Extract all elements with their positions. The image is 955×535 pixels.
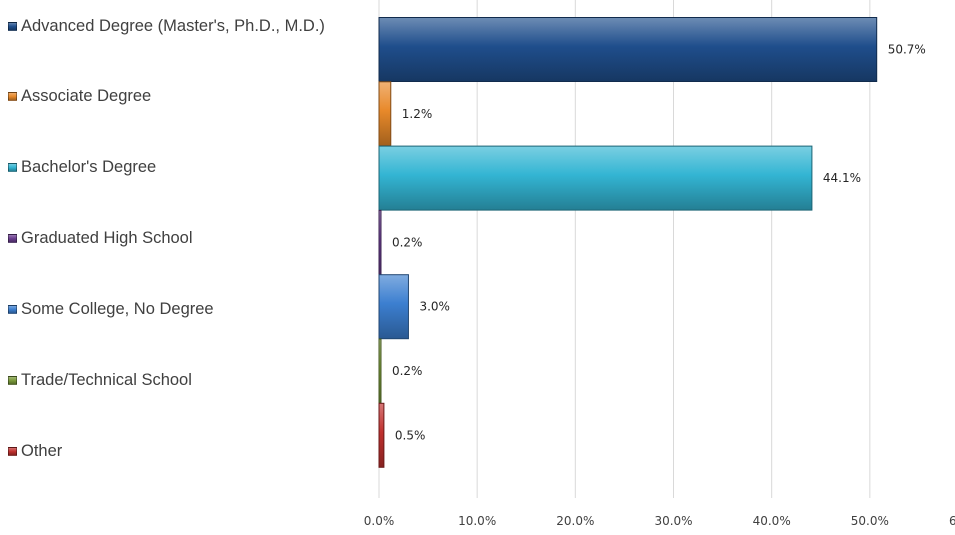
bar: [378, 17, 878, 82]
bar: [378, 145, 813, 211]
data-label: 50.7%: [888, 43, 926, 57]
legend-label: Bachelor's Degree: [21, 158, 157, 177]
legend-item: Bachelor's Degree: [8, 157, 156, 179]
x-axis-ticks: 0.0% 10.0% 20.0% 30.0% 40.0% 50.0% 60.0%: [364, 514, 955, 528]
legend: Advanced Degree (Master's, Ph.D., M.D.) A…: [0, 0, 370, 535]
x-tick-label: 10.0%: [458, 514, 496, 528]
legend-swatch: [8, 446, 17, 456]
bar: [378, 209, 382, 275]
data-label: 0.5%: [395, 428, 426, 442]
legend-label: Some College, No Degree: [21, 300, 214, 319]
x-tick-label: 0.0%: [364, 514, 395, 528]
legend-swatch: [8, 376, 17, 385]
data-label: 0.2%: [392, 364, 423, 378]
data-label: 1.2%: [402, 107, 433, 121]
data-label: 0.2%: [392, 235, 423, 249]
bar: [378, 338, 382, 404]
legend-label: Other: [21, 441, 63, 460]
legend-swatch: [8, 234, 17, 244]
bar: [378, 81, 392, 147]
data-labels: 50.7% 1.2% 44.1% 0.2% 3.0% 0.2% 0.5%: [392, 43, 926, 443]
data-label: 44.1%: [823, 171, 861, 185]
x-tick-label: 40.0%: [753, 514, 791, 528]
bar: [378, 274, 409, 340]
data-label: 3.0%: [419, 300, 450, 314]
legend-item: Graduated High School: [8, 228, 193, 250]
bar: [378, 402, 385, 468]
x-tick-label: 20.0%: [556, 514, 594, 528]
legend-swatch: [8, 92, 17, 102]
x-tick-label: 60.0%: [949, 514, 955, 528]
legend-swatch: [8, 305, 17, 315]
legend-item: Some College, No Degree: [8, 299, 214, 321]
legend-label: Graduated High School: [21, 229, 193, 248]
legend-item: Trade/Technical School: [8, 370, 192, 392]
legend-label: Advanced Degree (Master's, Ph.D., M.D.): [21, 16, 325, 35]
legend-item: Advanced Degree (Master's, Ph.D., M.D.): [8, 15, 325, 37]
legend-label: Associate Degree: [21, 87, 152, 106]
bars: [378, 17, 878, 468]
x-tick-label: 30.0%: [654, 514, 692, 528]
legend-label: Trade/Technical School: [21, 371, 192, 389]
legend-item: Associate Degree: [8, 86, 151, 108]
legend-item: Other: [8, 440, 62, 462]
legend-swatch: [8, 21, 17, 31]
legend-swatch: [8, 163, 17, 173]
x-tick-label: 50.0%: [851, 514, 889, 528]
